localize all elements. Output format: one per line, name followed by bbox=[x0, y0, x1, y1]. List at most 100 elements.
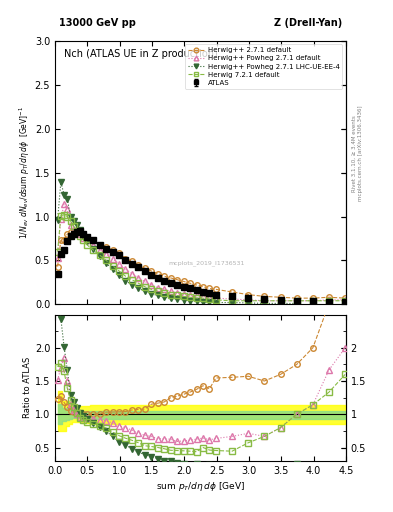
Herwig++ 2.7.1 default bbox=[117, 250, 121, 257]
Herwig 7.2.1 default bbox=[117, 268, 121, 274]
Herwig++ Powheg 2.7.1 default bbox=[136, 275, 141, 281]
Herwig++ Powheg 2.7.1 LHC-UE-EE-4 bbox=[181, 297, 186, 303]
Herwig++ Powheg 2.7.1 LHC-UE-EE-4 bbox=[97, 253, 102, 259]
Herwig++ 2.7.1 default bbox=[123, 255, 128, 262]
Herwig 7.2.1 default bbox=[97, 252, 102, 258]
Herwig++ Powheg 2.7.1 LHC-UE-EE-4 bbox=[162, 294, 167, 301]
Herwig++ 2.7.1 default bbox=[55, 264, 60, 270]
Text: mcplots.cern.ch [arXiv:1306.3436]: mcplots.cern.ch [arXiv:1306.3436] bbox=[358, 106, 363, 201]
Herwig++ 2.7.1 default bbox=[213, 286, 218, 292]
Text: 13000 GeV pp: 13000 GeV pp bbox=[59, 18, 136, 28]
Herwig++ 2.7.1 default bbox=[162, 273, 167, 279]
Herwig++ Powheg 2.7.1 LHC-UE-EE-4 bbox=[278, 301, 283, 307]
Herwig++ Powheg 2.7.1 default bbox=[188, 291, 193, 297]
Herwig++ Powheg 2.7.1 default bbox=[84, 237, 89, 243]
Herwig++ 2.7.1 default bbox=[175, 276, 180, 283]
Herwig++ Powheg 2.7.1 LHC-UE-EE-4 bbox=[175, 296, 180, 302]
Herwig++ Powheg 2.7.1 LHC-UE-EE-4 bbox=[188, 297, 193, 304]
Line: Herwig++ 2.7.1 default: Herwig++ 2.7.1 default bbox=[55, 227, 348, 301]
Herwig++ Powheg 2.7.1 LHC-UE-EE-4 bbox=[104, 260, 108, 266]
Herwig 7.2.1 default bbox=[181, 293, 186, 300]
Text: mcplots_2019_I1736531: mcplots_2019_I1736531 bbox=[168, 261, 244, 266]
Herwig++ Powheg 2.7.1 default bbox=[59, 216, 63, 222]
Herwig++ 2.7.1 default bbox=[181, 279, 186, 285]
Herwig 7.2.1 default bbox=[130, 276, 134, 283]
Herwig 7.2.1 default bbox=[278, 297, 283, 304]
Herwig++ Powheg 2.7.1 LHC-UE-EE-4 bbox=[78, 227, 83, 233]
Herwig++ Powheg 2.7.1 LHC-UE-EE-4 bbox=[117, 272, 121, 279]
Herwig++ Powheg 2.7.1 LHC-UE-EE-4 bbox=[168, 295, 173, 301]
Text: Z (Drell-Yan): Z (Drell-Yan) bbox=[274, 18, 342, 28]
Herwig++ Powheg 2.7.1 default bbox=[68, 222, 73, 228]
Herwig++ 2.7.1 default bbox=[59, 237, 63, 243]
Herwig++ Powheg 2.7.1 default bbox=[117, 261, 121, 267]
Herwig++ 2.7.1 default bbox=[294, 295, 299, 301]
Herwig++ 2.7.1 default bbox=[327, 294, 331, 301]
Herwig++ Powheg 2.7.1 default bbox=[310, 297, 315, 304]
Herwig 7.2.1 default bbox=[143, 284, 147, 290]
Herwig 7.2.1 default bbox=[136, 280, 141, 286]
Herwig++ Powheg 2.7.1 LHC-UE-EE-4 bbox=[262, 301, 267, 307]
Herwig 7.2.1 default bbox=[84, 242, 89, 248]
Herwig++ Powheg 2.7.1 LHC-UE-EE-4 bbox=[201, 298, 206, 305]
Legend: Herwig++ 2.7.1 default, Herwig++ Powheg 2.7.1 default, Herwig++ Powheg 2.7.1 LHC: Herwig++ 2.7.1 default, Herwig++ Powheg … bbox=[185, 45, 342, 89]
Herwig++ Powheg 2.7.1 default bbox=[294, 297, 299, 304]
Herwig++ Powheg 2.7.1 default bbox=[327, 297, 331, 303]
Herwig 7.2.1 default bbox=[110, 263, 115, 269]
Herwig++ Powheg 2.7.1 default bbox=[213, 295, 218, 301]
Herwig++ Powheg 2.7.1 LHC-UE-EE-4 bbox=[72, 218, 76, 224]
Herwig++ 2.7.1 default bbox=[130, 258, 134, 264]
Herwig++ Powheg 2.7.1 default bbox=[162, 286, 167, 292]
Herwig++ Powheg 2.7.1 default bbox=[194, 292, 199, 298]
Herwig++ Powheg 2.7.1 LHC-UE-EE-4 bbox=[123, 278, 128, 284]
Herwig 7.2.1 default bbox=[55, 248, 60, 254]
Herwig++ Powheg 2.7.1 default bbox=[75, 229, 79, 236]
Herwig++ Powheg 2.7.1 LHC-UE-EE-4 bbox=[81, 233, 86, 239]
Herwig++ Powheg 2.7.1 default bbox=[72, 227, 76, 233]
Herwig++ 2.7.1 default bbox=[72, 228, 76, 234]
Herwig 7.2.1 default bbox=[62, 211, 66, 218]
Herwig 7.2.1 default bbox=[59, 212, 63, 219]
Herwig++ Powheg 2.7.1 default bbox=[130, 270, 134, 276]
Herwig++ Powheg 2.7.1 LHC-UE-EE-4 bbox=[59, 179, 63, 185]
Herwig++ Powheg 2.7.1 LHC-UE-EE-4 bbox=[213, 300, 218, 306]
Herwig++ Powheg 2.7.1 LHC-UE-EE-4 bbox=[294, 301, 299, 307]
Herwig++ Powheg 2.7.1 default bbox=[201, 293, 206, 300]
Herwig 7.2.1 default bbox=[72, 223, 76, 229]
Herwig++ 2.7.1 default bbox=[310, 295, 315, 301]
Herwig++ 2.7.1 default bbox=[143, 265, 147, 271]
Herwig++ Powheg 2.7.1 LHC-UE-EE-4 bbox=[91, 246, 95, 252]
Herwig 7.2.1 default bbox=[188, 294, 193, 301]
Herwig++ 2.7.1 default bbox=[201, 284, 206, 290]
Herwig++ 2.7.1 default bbox=[230, 289, 235, 295]
Herwig++ Powheg 2.7.1 default bbox=[104, 251, 108, 258]
Herwig++ Powheg 2.7.1 default bbox=[230, 296, 235, 302]
Herwig++ Powheg 2.7.1 LHC-UE-EE-4 bbox=[207, 298, 212, 305]
Herwig++ Powheg 2.7.1 default bbox=[149, 282, 154, 288]
Herwig++ 2.7.1 default bbox=[278, 294, 283, 301]
Herwig++ 2.7.1 default bbox=[104, 244, 108, 250]
Herwig++ Powheg 2.7.1 default bbox=[207, 294, 212, 301]
Herwig++ 2.7.1 default bbox=[91, 237, 95, 243]
Herwig++ 2.7.1 default bbox=[207, 285, 212, 291]
Herwig++ Powheg 2.7.1 LHC-UE-EE-4 bbox=[110, 266, 115, 272]
Herwig++ 2.7.1 default bbox=[194, 282, 199, 288]
Herwig++ Powheg 2.7.1 default bbox=[175, 290, 180, 296]
Herwig 7.2.1 default bbox=[343, 297, 347, 304]
Herwig 7.2.1 default bbox=[75, 228, 79, 234]
Herwig++ Powheg 2.7.1 LHC-UE-EE-4 bbox=[130, 282, 134, 288]
Line: Herwig 7.2.1 default: Herwig 7.2.1 default bbox=[55, 212, 348, 304]
Herwig++ 2.7.1 default bbox=[62, 237, 66, 243]
Herwig++ Powheg 2.7.1 default bbox=[81, 234, 86, 241]
Herwig 7.2.1 default bbox=[230, 297, 235, 304]
Herwig 7.2.1 default bbox=[123, 273, 128, 279]
Herwig++ Powheg 2.7.1 LHC-UE-EE-4 bbox=[84, 238, 89, 244]
Herwig++ Powheg 2.7.1 LHC-UE-EE-4 bbox=[155, 292, 160, 298]
Herwig++ 2.7.1 default bbox=[110, 247, 115, 253]
Herwig++ 2.7.1 default bbox=[78, 228, 83, 234]
Herwig++ Powheg 2.7.1 default bbox=[246, 297, 251, 303]
Herwig++ 2.7.1 default bbox=[168, 275, 173, 281]
Herwig 7.2.1 default bbox=[65, 214, 70, 220]
Herwig++ Powheg 2.7.1 default bbox=[110, 255, 115, 262]
Herwig++ Powheg 2.7.1 LHC-UE-EE-4 bbox=[230, 300, 235, 306]
